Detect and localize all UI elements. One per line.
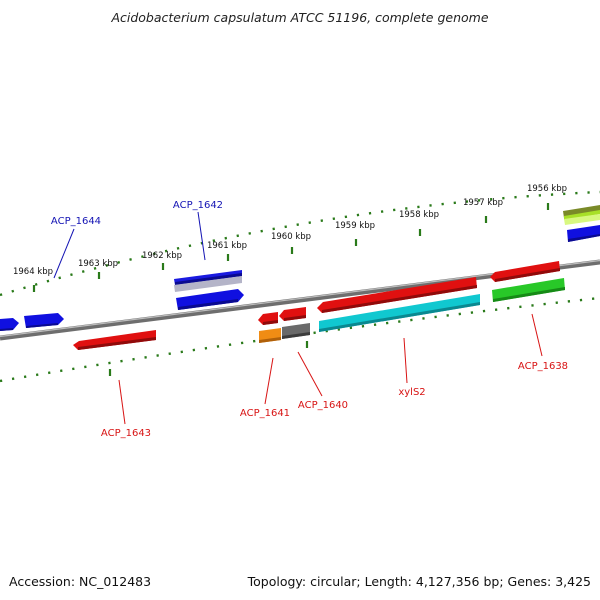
gene-labels: ACP_1644 ACP_1642 ACP_1643 ACP_1641 ACP_…	[51, 200, 568, 439]
major-ticks	[32, 203, 550, 292]
tick-label: 1959 kbp	[335, 221, 375, 231]
callout-line	[403, 337, 408, 384]
callout-line	[297, 351, 323, 397]
tick-label: 1961 kbp	[207, 241, 247, 251]
gene-label-xyls2[interactable]: xylS2	[398, 387, 425, 398]
map-title: Acidobacterium capsulatum ATCC 51196, co…	[110, 10, 488, 25]
gene-feature[interactable]	[279, 307, 306, 321]
gene-feature[interactable]	[73, 330, 156, 350]
position-labels: 1964 kbp 1963 kbp 1962 kbp 1961 kbp 1960…	[13, 184, 567, 277]
tick-label: 1960 kbp	[271, 232, 311, 242]
tick-label: 1958 kbp	[399, 210, 439, 220]
tick-label: 1956 kbp	[527, 184, 567, 194]
gene-feature[interactable]	[317, 277, 477, 313]
gene-feature[interactable]	[490, 261, 560, 282]
gene-label-acp-1644[interactable]: ACP_1644	[51, 216, 101, 227]
gene-feature[interactable]	[259, 323, 310, 343]
gene-feature[interactable]	[563, 205, 600, 225]
tick-label: 1964 kbp	[13, 267, 53, 277]
callout-lines	[53, 211, 543, 425]
gene-feature[interactable]	[319, 294, 480, 332]
gene-feature[interactable]	[24, 313, 64, 328]
gene-feature[interactable]	[176, 289, 244, 310]
tick-label: 1963 kbp	[78, 259, 118, 269]
callout-line	[53, 228, 75, 279]
gene-feature[interactable]	[0, 318, 19, 331]
callout-line	[531, 313, 543, 357]
gene-label-acp-1641[interactable]: ACP_1641	[240, 408, 290, 419]
callout-line	[197, 211, 206, 261]
accession-text: Accession: NC_012483	[9, 574, 151, 589]
forward-genes	[0, 205, 600, 331]
gene-label-acp-1640[interactable]: ACP_1640	[298, 400, 348, 411]
gene-label-acp-1642[interactable]: ACP_1642	[173, 200, 223, 211]
genome-summary-text: Topology: circular; Length: 4,127,356 bp…	[247, 574, 591, 589]
tick-label: 1962 kbp	[142, 251, 182, 261]
gene-label-acp-1638[interactable]: ACP_1638	[518, 361, 568, 372]
tick-label: 1957 kbp	[463, 198, 503, 208]
gene-feature[interactable]	[258, 312, 278, 325]
gene-label-acp-1643[interactable]: ACP_1643	[101, 428, 151, 439]
callout-line	[264, 357, 274, 405]
gene-feature[interactable]	[174, 270, 242, 292]
reverse-genes	[73, 261, 565, 350]
outer-tick-ring	[0, 190, 600, 297]
gene-feature[interactable]	[567, 225, 600, 242]
inner-major-ticks	[108, 341, 309, 376]
callout-line	[118, 379, 126, 425]
gene-feature[interactable]	[492, 278, 565, 302]
